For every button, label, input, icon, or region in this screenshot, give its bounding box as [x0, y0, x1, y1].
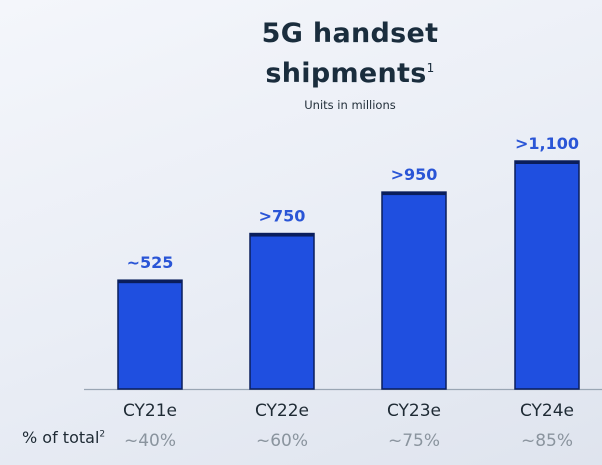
- value-label: ~525: [127, 253, 174, 272]
- category-label: CY22e: [255, 401, 309, 421]
- title-footnote: 1: [426, 61, 435, 75]
- title-line-2: shipments1: [200, 58, 500, 89]
- bar-top-edge: [250, 233, 314, 237]
- bar-CY22e: [249, 232, 315, 390]
- bar-top-edge: [118, 280, 182, 284]
- share-value: ~40%: [124, 431, 176, 451]
- share-row-label-text: % of total: [22, 428, 100, 447]
- chart-subtitle: Units in millions: [304, 98, 396, 112]
- value-label: >1,100: [515, 134, 579, 153]
- bar-top-edge: [515, 161, 579, 164]
- share-value: ~75%: [388, 431, 440, 451]
- bar-top-edge: [382, 192, 446, 196]
- share-row-label: % of total2: [22, 428, 105, 447]
- category-label: CY24e: [520, 401, 574, 421]
- share-value: ~85%: [521, 431, 573, 451]
- value-label: >950: [391, 165, 438, 184]
- category-label: CY23e: [387, 401, 441, 421]
- category-label: CY21e: [123, 401, 177, 421]
- bar-CY23e: [381, 191, 447, 390]
- share-footnote: 2: [99, 429, 106, 440]
- bar-CY24e: [514, 160, 580, 390]
- title-line-2-text: shipments: [265, 58, 427, 89]
- chart-title: 5G handset shipments1 Units in millions: [200, 18, 500, 118]
- title-line-1: 5G handset: [261, 18, 439, 49]
- share-value: ~60%: [256, 431, 308, 451]
- bar-CY21e: [117, 279, 183, 390]
- value-label: >750: [259, 207, 306, 226]
